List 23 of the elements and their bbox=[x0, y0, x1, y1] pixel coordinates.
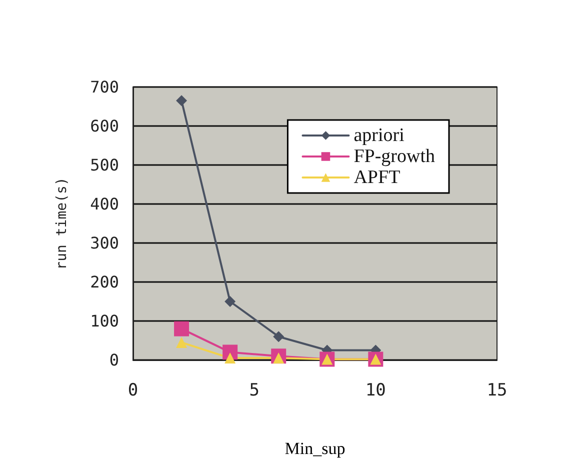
y-tick-label: 400 bbox=[90, 194, 119, 214]
legend-label: FP-growth bbox=[354, 146, 436, 167]
legend-label: APFT bbox=[354, 167, 401, 188]
y-tick-label: 100 bbox=[90, 312, 119, 330]
point bbox=[176, 95, 188, 106]
point bbox=[224, 296, 236, 307]
y-tick-label: 700 bbox=[90, 78, 119, 96]
x-tick-label: 0 bbox=[128, 380, 138, 400]
y-tick-label: 300 bbox=[90, 234, 119, 252]
point bbox=[224, 352, 236, 364]
y-tick-label: 200 bbox=[90, 272, 119, 292]
point bbox=[174, 321, 190, 336]
y-tick-label: 0 bbox=[109, 350, 119, 370]
point bbox=[273, 331, 284, 342]
legend-label: apriori bbox=[354, 125, 404, 146]
y-tick-label: 600 bbox=[90, 116, 119, 136]
x-tick-label: 5 bbox=[249, 380, 260, 400]
y-axis-title: run time(s) bbox=[54, 177, 70, 270]
x-tick-label: 15 bbox=[486, 380, 508, 400]
x-axis-title: Min_sup bbox=[284, 439, 346, 458]
y-tick-label: 500 bbox=[90, 156, 119, 174]
x-tick-label: 10 bbox=[365, 380, 386, 400]
point bbox=[176, 336, 188, 348]
